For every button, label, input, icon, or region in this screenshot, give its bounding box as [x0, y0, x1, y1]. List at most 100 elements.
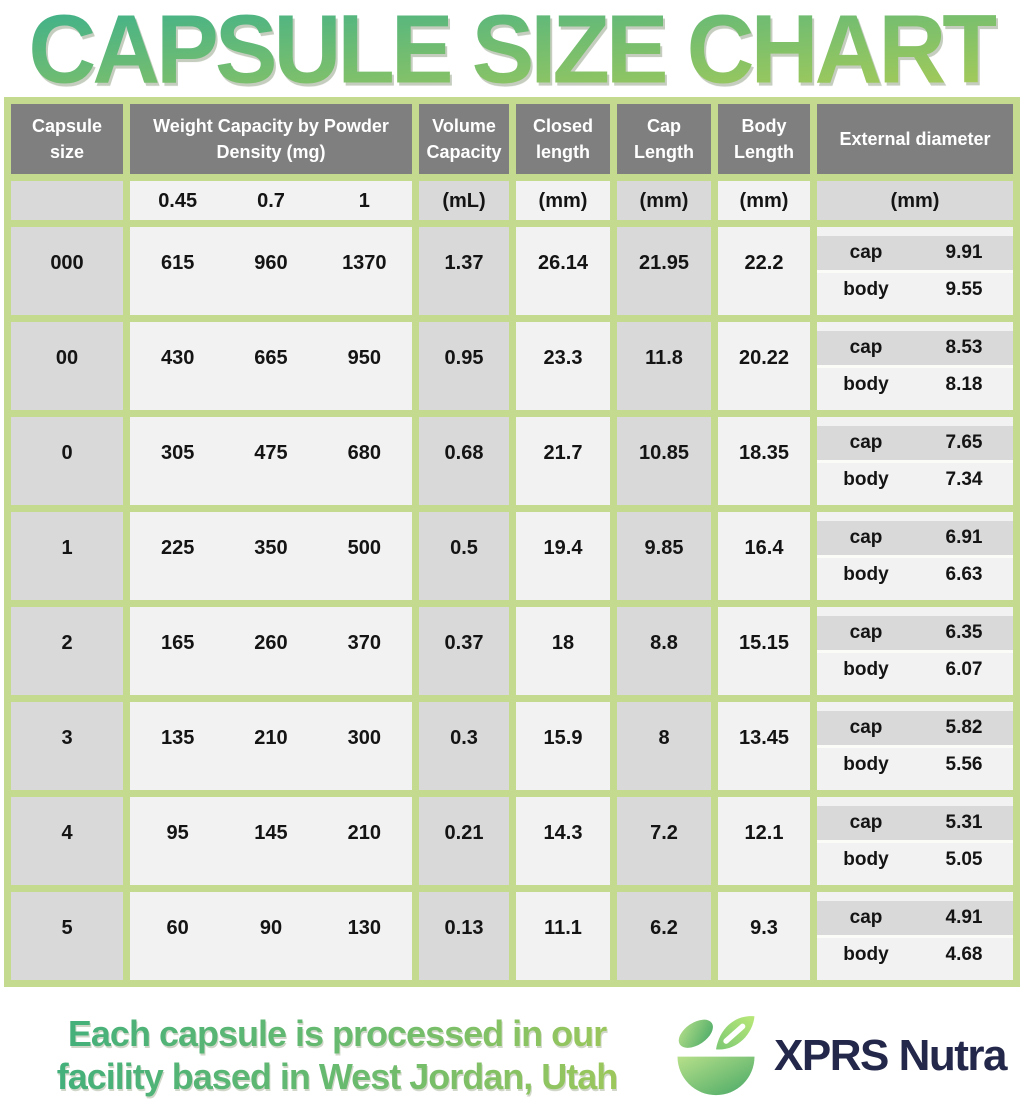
- cap-length-cell: 8.8: [617, 607, 711, 695]
- body-length-cell: 18.35: [718, 417, 810, 505]
- external-cap-subrow: cap 5.31: [817, 805, 1013, 843]
- table-row: 00 430 665 950 0.95 23.3 11.8 20.22 cap …: [11, 322, 1013, 410]
- weight-at-045: 615: [160, 252, 195, 274]
- ext-cap-value: 4.91: [945, 906, 983, 928]
- page-header: CAPSULE SIZE CHART: [0, 0, 1024, 97]
- units-volume: (mL): [419, 181, 509, 220]
- weight-at-045: 305: [160, 442, 195, 464]
- weight-at-07: 90: [259, 917, 283, 939]
- volume-capacity-cell: 0.3: [419, 702, 509, 790]
- closed-length-cell: 18: [516, 607, 610, 695]
- ext-body-label: body: [843, 373, 889, 395]
- tagline-line1: Each capsule is processed in our: [67, 1013, 607, 1055]
- ext-body-label: body: [843, 943, 889, 965]
- table-row: 2 165 260 370 0.37 18 8.8 15.15 cap 6.35…: [11, 607, 1013, 695]
- capsule-size-table: Capsule size Weight Capacity by Powder D…: [4, 97, 1020, 987]
- ext-body-label: body: [843, 658, 889, 680]
- closed-length-cell: 23.3: [516, 322, 610, 410]
- external-cap-subrow: cap 4.91: [817, 900, 1013, 938]
- cap-length-cell: 7.2: [617, 797, 711, 885]
- weight-at-07: 960: [254, 252, 288, 274]
- header-external-diameter: External diameter: [817, 104, 1013, 174]
- weight-at-07: 210: [254, 727, 288, 749]
- capsule-size-cell: 1: [11, 512, 123, 600]
- external-cap-subrow: cap 9.91: [817, 235, 1013, 273]
- body-length-cell: 22.2: [718, 227, 810, 315]
- closed-length-cell: 21.7: [516, 417, 610, 505]
- weight-at-1: 1370: [342, 252, 387, 274]
- ext-body-label: body: [843, 278, 889, 300]
- ext-cap-label: cap: [849, 811, 883, 833]
- density-1: 1: [358, 189, 370, 212]
- capsule-size-cell: 00: [11, 322, 123, 410]
- units-closed-length: (mm): [516, 181, 610, 220]
- header-row: Capsule size Weight Capacity by Powder D…: [11, 104, 1013, 174]
- weight-capacity-cell: 225 350 500: [130, 512, 412, 600]
- weight-at-07: 260: [254, 632, 288, 654]
- weight-capacity-cell: 95 145 210: [130, 797, 412, 885]
- weight-at-1: 300: [347, 727, 381, 749]
- units-densities: 0.45 0.7 1: [130, 181, 412, 220]
- closed-length-cell: 14.3: [516, 797, 610, 885]
- external-body-subrow: body 6.07: [817, 652, 1013, 687]
- capsule-size-cell: 0: [11, 417, 123, 505]
- external-body-subrow: body 6.63: [817, 557, 1013, 592]
- volume-capacity-cell: 0.95: [419, 322, 509, 410]
- ext-cap-value: 6.35: [945, 621, 983, 643]
- external-diameter-cell: cap 9.91 body 9.55: [817, 227, 1013, 315]
- external-diameter-cell: cap 6.91 body 6.63: [817, 512, 1013, 600]
- volume-capacity-cell: 0.68: [419, 417, 509, 505]
- capsule-size-cell: 4: [11, 797, 123, 885]
- external-cap-subrow: cap 8.53: [817, 330, 1013, 368]
- external-cap-subrow: cap 6.35: [817, 615, 1013, 653]
- weight-at-045: 225: [160, 537, 195, 559]
- ext-body-value: 5.05: [945, 848, 983, 870]
- weight-at-045: 95: [166, 822, 189, 844]
- header-capsule-size: Capsule size: [11, 104, 123, 174]
- ext-body-label: body: [843, 848, 889, 870]
- external-diameter-cell: cap 7.65 body 7.34: [817, 417, 1013, 505]
- weight-at-07: 665: [254, 347, 288, 369]
- external-diameter-cell: cap 8.53 body 8.18: [817, 322, 1013, 410]
- weight-at-1: 680: [347, 442, 381, 464]
- external-diameter-cell: cap 5.31 body 5.05: [817, 797, 1013, 885]
- cap-length-cell: 6.2: [617, 892, 711, 980]
- units-row: 0.45 0.7 1 (mL) (mm) (mm) (mm) (mm): [11, 181, 1013, 220]
- units-cap-length: (mm): [617, 181, 711, 220]
- weight-capacity-cell: 60 90 130: [130, 892, 412, 980]
- external-cap-subrow: cap 7.65: [817, 425, 1013, 463]
- header-body-length: Body Length: [718, 104, 810, 174]
- external-body-subrow: body 5.56: [817, 747, 1013, 782]
- weight-at-07: 475: [254, 442, 288, 464]
- weight-at-1: 210: [347, 822, 381, 844]
- volume-capacity-cell: 0.21: [419, 797, 509, 885]
- body-length-cell: 12.1: [718, 797, 810, 885]
- external-body-subrow: body 8.18: [817, 367, 1013, 402]
- weight-at-045: 165: [160, 632, 195, 654]
- ext-body-value: 7.34: [945, 468, 983, 490]
- units-external-diameter: (mm): [817, 181, 1013, 220]
- weight-at-1: 500: [347, 537, 381, 559]
- body-length-cell: 13.45: [718, 702, 810, 790]
- weight-capacity-cell: 165 260 370: [130, 607, 412, 695]
- body-length-cell: 9.3: [718, 892, 810, 980]
- cap-length-cell: 10.85: [617, 417, 711, 505]
- capsule-size-cell: 5: [11, 892, 123, 980]
- ext-cap-label: cap: [849, 336, 883, 358]
- ext-body-value: 6.63: [945, 563, 983, 585]
- weight-at-1: 130: [347, 917, 381, 939]
- ext-body-value: 6.07: [945, 658, 983, 680]
- table-row: 3 135 210 300 0.3 15.9 8 13.45 cap 5.82 …: [11, 702, 1013, 790]
- volume-capacity-cell: 0.13: [419, 892, 509, 980]
- ext-body-value: 8.18: [945, 373, 983, 395]
- volume-capacity-cell: 1.37: [419, 227, 509, 315]
- weight-at-1: 370: [347, 632, 381, 654]
- weight-capacity-cell: 305 475 680: [130, 417, 412, 505]
- ext-cap-value: 8.53: [945, 336, 983, 358]
- external-body-subrow: body 4.68: [817, 937, 1013, 972]
- weight-at-07: 350: [254, 537, 288, 559]
- ext-body-label: body: [843, 563, 889, 585]
- ext-cap-label: cap: [849, 241, 883, 263]
- cap-length-cell: 11.8: [617, 322, 711, 410]
- ext-body-label: body: [843, 753, 889, 775]
